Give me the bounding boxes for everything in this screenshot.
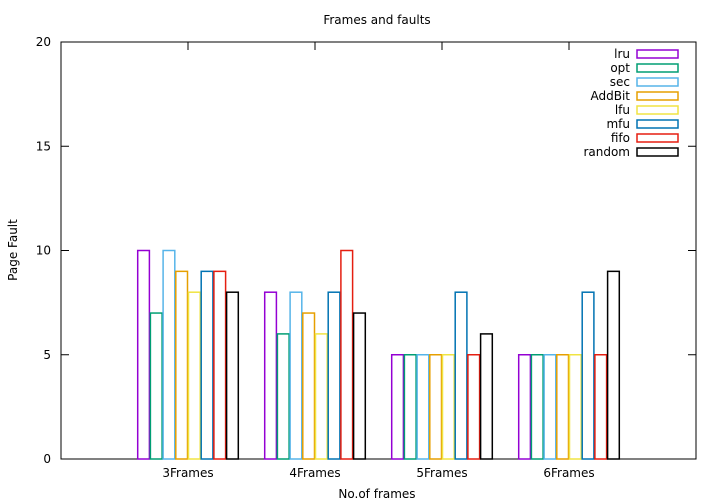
legend-swatch-mfu <box>636 119 679 129</box>
bar-AddBit-6Frames <box>556 354 570 460</box>
legend-swatch-lfu <box>636 105 679 115</box>
legend-label: AddBit <box>590 89 630 103</box>
legend-swatch-AddBit <box>636 91 679 101</box>
y-tick-label: 10 <box>36 244 51 258</box>
bar-lru-4Frames <box>263 291 278 460</box>
chart-title: Frames and faults <box>323 13 430 27</box>
bar-lru-6Frames <box>517 354 532 460</box>
plot-axes: 0 5 10 15 20 3Frames 4Frames 5Frames 6Frames <box>36 35 697 480</box>
bar-random-4Frames <box>352 312 367 460</box>
bar-random-3Frames <box>225 291 240 460</box>
legend-swatch-sec <box>636 77 679 87</box>
bar-lru-3Frames <box>136 249 151 460</box>
bar-mfu-4Frames <box>327 291 341 460</box>
y-tick-label: 15 <box>36 139 51 153</box>
legend-label: sec <box>610 75 630 89</box>
bar-fifo-6Frames <box>594 354 608 460</box>
legend-label: fifo <box>611 131 630 145</box>
bar-opt-5Frames <box>403 354 417 460</box>
bar-opt-4Frames <box>276 333 290 460</box>
bar-fifo-4Frames <box>340 249 354 460</box>
legend-swatch-lru <box>636 49 679 59</box>
x-tick-label: 3Frames <box>162 466 213 480</box>
y-tick-label: 0 <box>43 452 51 466</box>
bar-opt-3Frames <box>149 312 163 460</box>
bar-random-6Frames <box>606 270 621 460</box>
bar-AddBit-4Frames <box>302 312 316 460</box>
y-axis-label: Page Fault <box>6 219 20 281</box>
bars-group <box>136 249 621 460</box>
bar-sec-3Frames <box>162 249 176 460</box>
bar-mfu-3Frames <box>200 270 214 460</box>
bar-lfu-6Frames <box>568 354 582 460</box>
bar-mfu-6Frames <box>581 291 595 460</box>
x-tick-label: 6Frames <box>543 466 594 480</box>
bar-random-5Frames <box>479 333 494 460</box>
legend-label: random <box>583 145 630 159</box>
y-tick-label: 5 <box>43 348 51 362</box>
bar-AddBit-5Frames <box>429 354 443 460</box>
bar-lfu-5Frames <box>441 354 455 460</box>
legend-label: lru <box>614 47 630 61</box>
x-axis-label: No.of frames <box>338 487 415 501</box>
bar-fifo-5Frames <box>467 354 481 460</box>
legend-swatch-random <box>636 147 679 157</box>
bar-mfu-5Frames <box>454 291 468 460</box>
bar-lfu-3Frames <box>187 291 201 460</box>
legend-label: lfu <box>615 103 630 117</box>
x-tick-label: 5Frames <box>416 466 467 480</box>
bar-lfu-4Frames <box>314 333 328 460</box>
legend-swatch-opt <box>636 63 679 73</box>
bar-AddBit-3Frames <box>175 270 189 460</box>
plot-frame <box>60 41 697 460</box>
bar-sec-4Frames <box>289 291 303 460</box>
legend-label: opt <box>610 61 630 75</box>
bar-lru-5Frames <box>390 354 405 460</box>
x-tick-label: 4Frames <box>289 466 340 480</box>
legend-swatch-fifo <box>636 133 679 143</box>
y-tick-label: 20 <box>36 35 51 49</box>
bar-fifo-3Frames <box>213 270 227 460</box>
bar-sec-5Frames <box>416 354 430 460</box>
bar-opt-6Frames <box>530 354 544 460</box>
legend-label: mfu <box>606 117 630 131</box>
bar-sec-6Frames <box>543 354 557 460</box>
